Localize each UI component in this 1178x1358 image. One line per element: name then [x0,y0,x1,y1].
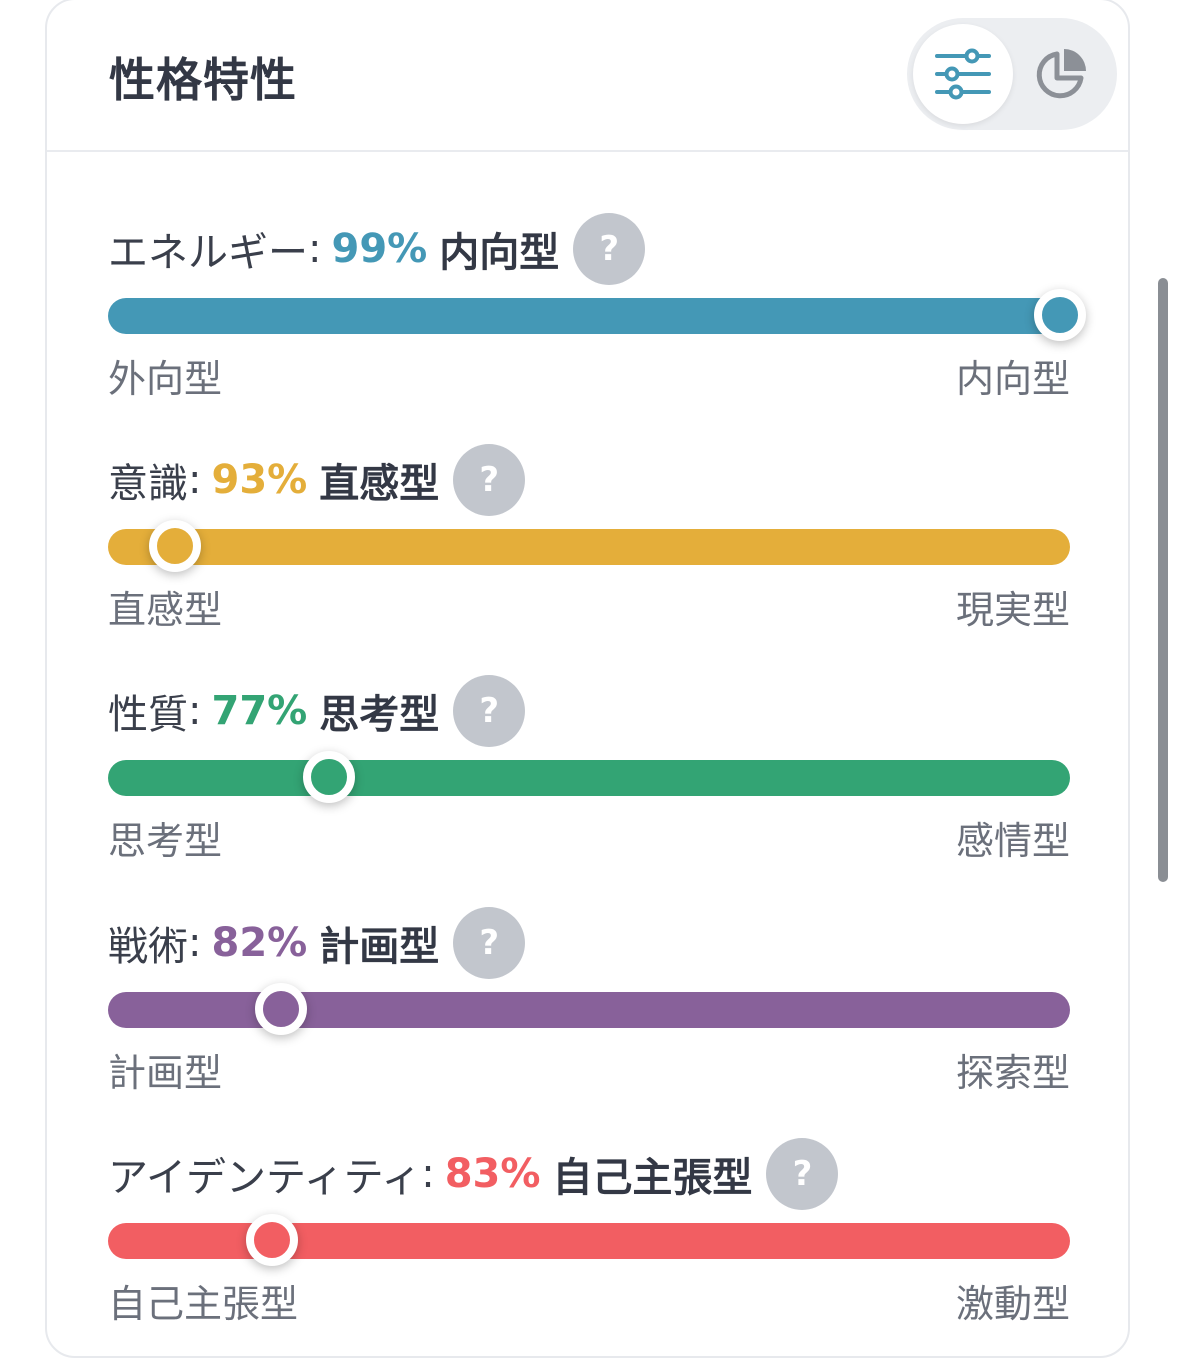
trait-left-label: 計画型 [108,1051,223,1095]
trait-colon: : [188,688,202,734]
help-icon[interactable]: ? [453,907,526,979]
chart-view-button[interactable] [1011,24,1111,124]
trait-colon: : [188,920,202,966]
trait-type: 直感型 [319,461,440,507]
trait-type: 自己主張型 [552,1155,753,1201]
trait-percentage: 82% [211,920,308,966]
trait-slider-track[interactable] [108,289,1087,341]
trait-name: エネルギー [108,230,308,276]
trait-name: 性質 [108,692,188,738]
trait-type: 計画型 [319,924,440,970]
trait-type: 内向型 [439,230,560,276]
trait-right-label: 感情型 [955,819,1070,863]
trait-item-4: 戦術:82% 計画型? 計画型 探索型 [108,907,1070,1108]
trait-right-label: 現実型 [955,588,1070,632]
trait-heading: 戦術:82% 計画型? [108,907,526,979]
trait-item-5: アイデンティティ:83% 自己主張型? 自己主張型 激動型 [108,1138,1070,1339]
trait-slider-knob[interactable] [149,520,202,572]
trait-item-1: エネルギー:99% 内向型? 外向型 内向型 [108,213,1087,414]
trait-slider-track[interactable] [108,983,1070,1035]
trait-left-label: 自己主張型 [108,1282,299,1326]
trait-percentage: 99% [331,226,428,272]
trait-type: 思考型 [319,692,440,738]
trait-name: 戦術 [108,924,188,970]
trait-right-label: 激動型 [955,1282,1070,1326]
trait-name: 意識 [108,461,188,507]
card-title: 性格特性 [109,53,297,107]
trait-right-label: 探索型 [955,1051,1070,1095]
trait-percentage: 93% [211,457,308,503]
trait-colon: : [188,457,202,503]
help-icon[interactable]: ? [573,213,646,285]
view-toggle [907,18,1117,130]
trait-left-label: 外向型 [108,357,223,401]
trait-slider-track[interactable] [108,520,1070,572]
trait-slider-track[interactable] [108,1214,1070,1266]
trait-slider-knob[interactable] [255,983,308,1035]
trait-slider-track[interactable] [108,751,1070,803]
trait-item-2: 意識:93% 直感型? 直感型 現実型 [108,444,1070,645]
trait-colon: : [308,226,322,272]
trait-slider-knob[interactable] [245,1214,298,1266]
trait-heading: エネルギー:99% 内向型? [108,213,646,285]
trait-item-3: 性質:77% 思考型? 思考型 感情型 [108,675,1070,876]
sliders-icon [935,48,991,100]
trait-name: アイデンティティ [108,1155,422,1201]
pie-chart-icon [1036,49,1086,99]
trait-percentage: 77% [211,688,308,734]
trait-percentage: 83% [444,1151,541,1197]
trait-slider-knob[interactable] [1034,289,1087,341]
help-icon[interactable]: ? [453,675,526,747]
trait-colon: : [421,1151,435,1197]
trait-right-label: 内向型 [955,357,1070,401]
trait-slider-knob[interactable] [303,751,356,803]
help-icon[interactable]: ? [766,1138,839,1210]
trait-heading: 意識:93% 直感型? [108,444,526,516]
trait-heading: 性質:77% 思考型? [108,675,526,747]
trait-left-label: 思考型 [108,819,223,863]
sliders-view-button[interactable] [913,24,1013,124]
help-icon[interactable]: ? [453,444,526,516]
trait-left-label: 直感型 [108,588,223,632]
card-header: 性格特性 [47,0,1128,152]
trait-heading: アイデンティティ:83% 自己主張型? [108,1138,839,1210]
scrollbar[interactable] [1158,278,1168,882]
